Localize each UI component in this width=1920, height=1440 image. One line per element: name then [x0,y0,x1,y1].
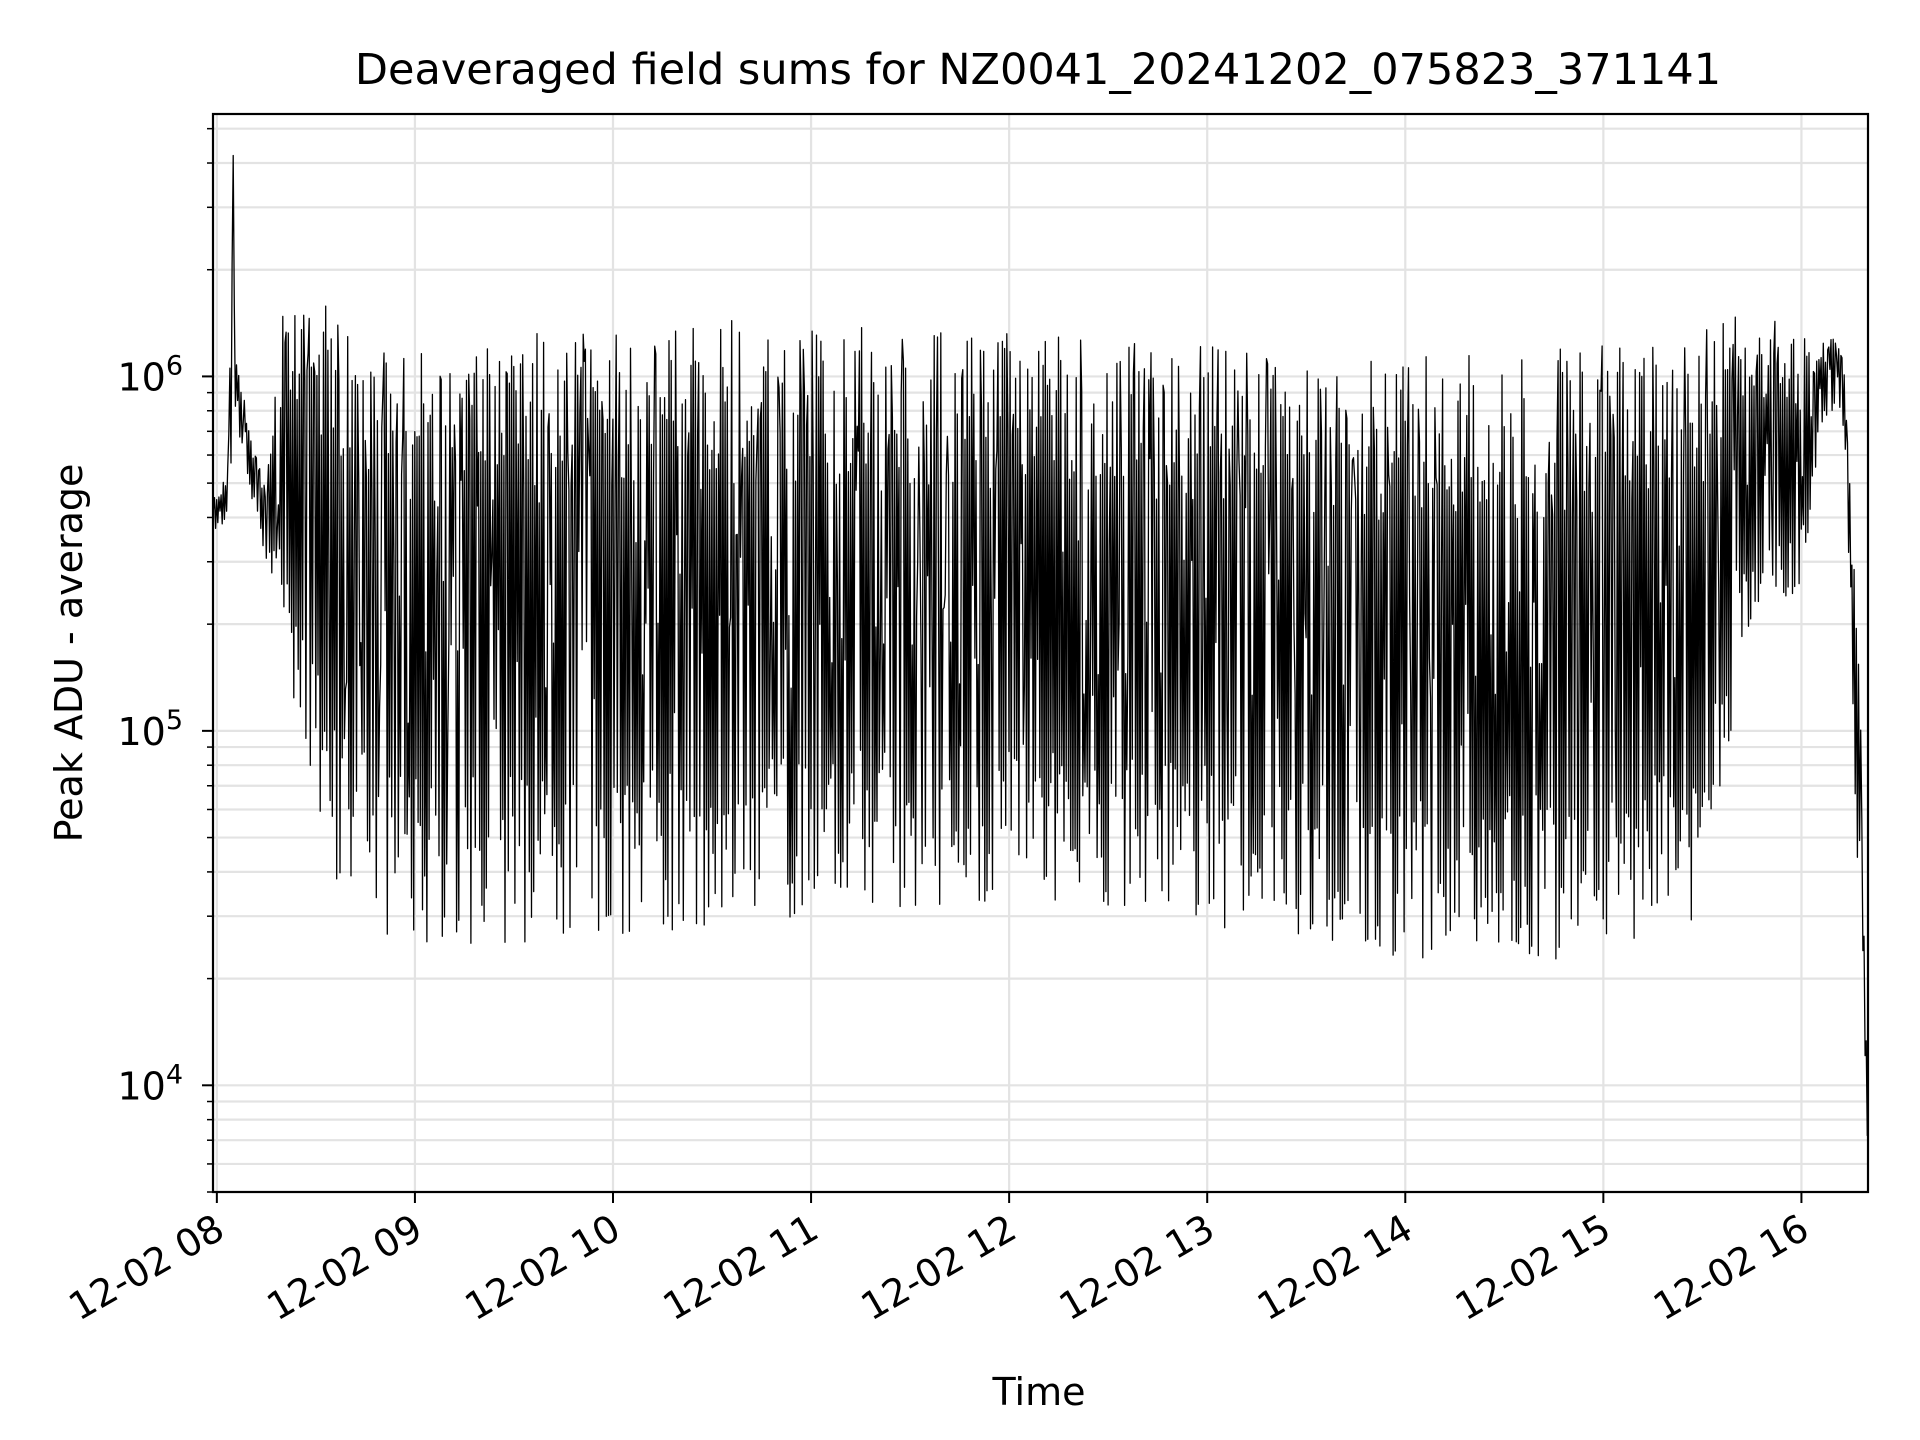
y-axis-label: Peak ADU - average [47,464,91,843]
plot-frame [211,112,1870,1194]
x-axis-label: Time [992,1370,1086,1414]
series-path [212,154,1868,1136]
series-line [212,154,1868,1136]
y-tick-label: 106 [117,350,183,399]
grid [213,114,1868,1194]
chart-title: Deaveraged field sums for NZ0041_2024120… [355,45,1721,95]
y-tick-label: 104 [117,1059,183,1108]
y-axis: 104 105 106 [117,127,213,1193]
y-tick-label: 105 [117,705,183,754]
